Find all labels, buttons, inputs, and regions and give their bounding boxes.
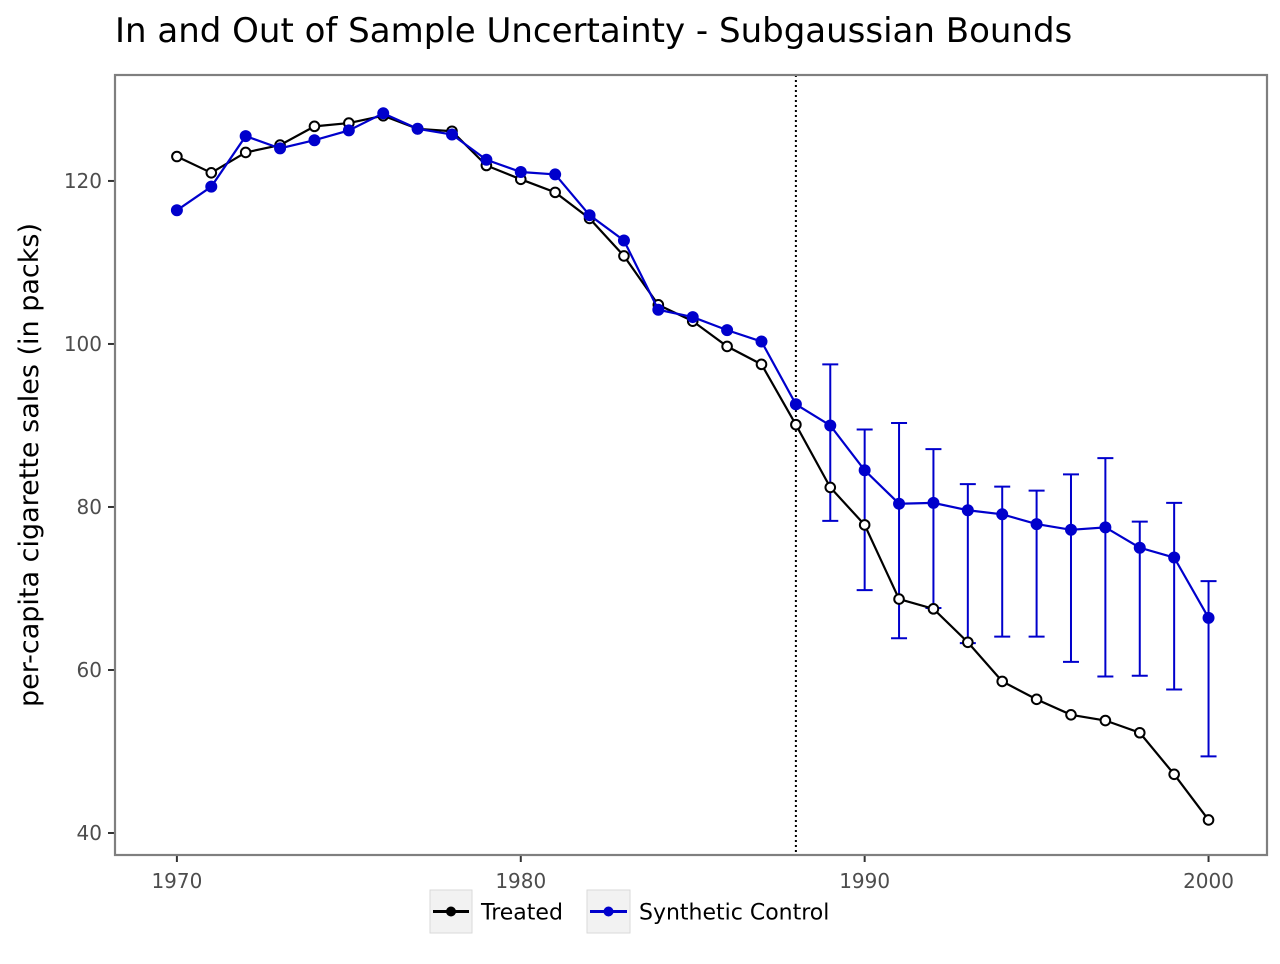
data-point-treated xyxy=(1202,814,1215,826)
data-point-treated xyxy=(893,593,905,605)
y-tick-label: 40 xyxy=(77,821,102,845)
chart-title: In and Out of Sample Uncertainty - Subga… xyxy=(115,11,1072,51)
data-point-synthetic-control xyxy=(205,180,218,193)
data-point-synthetic-control xyxy=(549,168,562,181)
data-point-synthetic-control xyxy=(583,209,596,222)
data-point-treated xyxy=(549,186,561,199)
error-bar xyxy=(1062,473,1079,663)
data-point-synthetic-control xyxy=(514,165,527,178)
data-point-treated xyxy=(171,150,183,163)
data-point-synthetic-control xyxy=(308,134,321,147)
y-tick-label: 80 xyxy=(77,495,102,519)
data-point-treated xyxy=(239,146,252,159)
y-axis-label: per-capita cigarette sales (in packs) xyxy=(14,223,45,707)
error-bar xyxy=(925,448,942,610)
legend-item-treated: Treated xyxy=(429,889,563,934)
data-point-synthetic-control xyxy=(789,398,802,411)
data-point-synthetic-control xyxy=(858,464,871,477)
data-point-synthetic-control xyxy=(480,153,493,166)
error-bar xyxy=(1200,580,1217,758)
plot-layer: 1970 1980 1990 2000 40 60 80 100 120 xyxy=(64,75,1234,893)
error-bar xyxy=(1097,457,1114,678)
series-line-treated xyxy=(176,114,1210,821)
data-point-synthetic-control xyxy=(274,142,287,155)
error-bar xyxy=(822,363,839,522)
plot-border xyxy=(113,73,1269,857)
data-point-treated xyxy=(1099,714,1112,727)
data-point-treated xyxy=(721,340,733,353)
data-point-synthetic-control xyxy=(377,107,390,120)
data-point-treated xyxy=(755,358,768,371)
data-point-synthetic-control xyxy=(1168,551,1181,564)
legend-label: Synthetic Control xyxy=(639,901,829,926)
series-line-synthetic-control xyxy=(176,112,1210,619)
x-tick-label: 1980 xyxy=(495,869,546,893)
data-point-synthetic-control xyxy=(721,324,734,337)
data-point-synthetic-control xyxy=(170,204,183,217)
data-point-treated xyxy=(205,167,218,179)
y-tick-label: 60 xyxy=(77,658,102,682)
legend-label: Treated xyxy=(480,901,563,926)
data-point-treated xyxy=(308,120,321,133)
data-point-treated xyxy=(1168,768,1180,781)
data-point-treated xyxy=(962,636,974,649)
data-point-treated xyxy=(1030,693,1043,706)
data-point-synthetic-control xyxy=(652,303,665,316)
error-bar xyxy=(856,428,873,592)
legend: Treated Synthetic Control xyxy=(429,889,829,934)
data-point-synthetic-control xyxy=(1202,611,1215,624)
data-point-treated xyxy=(858,519,871,531)
data-point-treated xyxy=(790,418,802,431)
data-point-synthetic-control xyxy=(342,124,355,137)
error-bar xyxy=(891,422,908,640)
y-tick-label: 120 xyxy=(64,169,102,193)
data-point-synthetic-control xyxy=(239,130,252,143)
data-point-synthetic-control xyxy=(1064,523,1077,536)
error-bar xyxy=(1028,489,1045,638)
data-point-synthetic-control xyxy=(927,496,940,509)
data-point-synthetic-control xyxy=(1133,541,1146,554)
data-point-treated xyxy=(618,250,630,262)
y-tick-label: 100 xyxy=(64,332,102,356)
data-point-treated xyxy=(1133,726,1146,739)
data-point-synthetic-control xyxy=(961,504,974,517)
data-point-treated xyxy=(996,675,1009,688)
data-point-synthetic-control xyxy=(446,128,459,141)
data-point-synthetic-control xyxy=(824,419,837,432)
data-point-synthetic-control xyxy=(755,335,768,348)
data-point-synthetic-control xyxy=(996,508,1009,521)
data-point-synthetic-control xyxy=(411,122,424,135)
data-point-synthetic-control xyxy=(1099,521,1112,534)
data-point-synthetic-control xyxy=(1030,518,1043,531)
data-point-treated xyxy=(824,481,837,494)
legend-key-marker xyxy=(446,906,456,917)
error-bar xyxy=(1166,501,1183,691)
data-point-synthetic-control xyxy=(893,497,906,510)
data-point-treated xyxy=(927,603,940,615)
x-tick-label: 1970 xyxy=(151,869,202,893)
data-point-synthetic-control xyxy=(686,311,699,324)
x-tick-label: 2000 xyxy=(1183,869,1234,893)
legend-key-marker xyxy=(603,906,614,917)
x-tick-label: 1990 xyxy=(839,869,890,893)
data-point-treated xyxy=(1065,709,1077,721)
data-point-synthetic-control xyxy=(617,234,630,247)
legend-item-synthetic-control: Synthetic Control xyxy=(586,889,829,934)
